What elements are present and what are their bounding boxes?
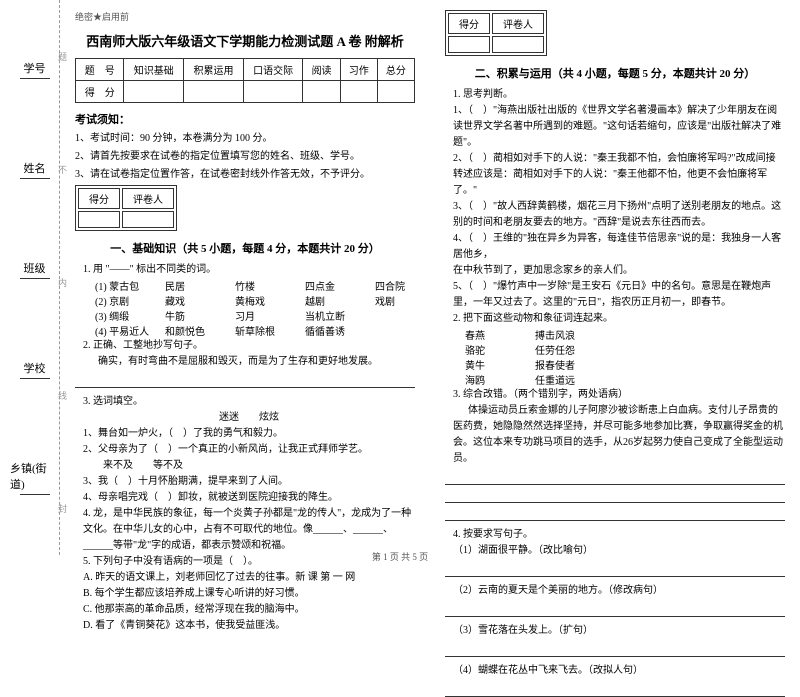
- q5-option: A. 昨天的语文课上，刘老师回忆了过去的往事。新 课 第 一 网: [83, 570, 415, 586]
- answer-blank[interactable]: [75, 376, 415, 388]
- s2q1-item: 1、（ ）"海燕出版社出版的《世界文学名著漫画本》解决了少年朋友在阅读世界文学名…: [453, 103, 785, 151]
- q3-item: 4、母亲唱完戏（ ）卸妆，就被送到医院迎接我的降生。: [83, 490, 415, 506]
- s2q1-stem: 1. 思考判断。: [453, 87, 785, 103]
- table-header: 口语交际: [243, 59, 303, 81]
- notice-title: 考试须知：: [75, 111, 415, 127]
- answer-blank[interactable]: [445, 565, 785, 577]
- s2q1-item: 4、（ ）王维的"独在异乡为异客，每逢佳节倍思亲"说的是：我独身一人客居他乡，: [453, 231, 785, 263]
- seal-line-marks: 题 不 内 线 封: [58, 0, 67, 565]
- s2q4-item: （2）云南的夏天是个美丽的地方。（修改病句）: [453, 583, 785, 599]
- score-blank[interactable]: [78, 211, 120, 228]
- right-column: 得分 评卷人 二、积累与运用（共 4 小题，每题 5 分，本题共计 20 分） …: [430, 0, 800, 555]
- score-cell[interactable]: [377, 81, 414, 103]
- q2-stem: 2. 正确、工整地抄写句子。: [83, 338, 415, 354]
- answer-blank[interactable]: [445, 509, 785, 521]
- reviewer-blank[interactable]: [492, 36, 544, 53]
- table-header: 知识基础: [124, 59, 184, 81]
- s2q4-stem: 4. 按要求写句子。: [453, 527, 785, 543]
- score-cell[interactable]: [303, 81, 340, 103]
- answer-blank[interactable]: [445, 605, 785, 617]
- section2-title: 二、积累与运用（共 4 小题，每题 5 分，本题共计 20 分）: [445, 65, 785, 81]
- page-footer: 第 1 页 共 5 页: [0, 550, 800, 563]
- answer-blank[interactable]: [445, 685, 785, 697]
- answer-blank[interactable]: [445, 645, 785, 657]
- score-summary-table: 题 号 知识基础 积累运用 口语交际 阅读 习作 总分 得 分: [75, 58, 415, 103]
- s2q4-item: （4）蝴蝶在花丛中飞来飞去。（改拟人句）: [453, 663, 785, 679]
- score-cell[interactable]: [124, 81, 184, 103]
- binding-margin: 学号 姓名 班级 学校 乡镇(街道): [10, 0, 60, 555]
- section-scorebox: 得分 评卷人: [445, 10, 547, 56]
- q2-text: 确实，有时弯曲不是屈服和毁灭，而是为了生存和更好地发展。: [83, 354, 415, 370]
- margin-field-town: 乡镇(街道): [10, 460, 59, 495]
- q5-option: D. 看了《青铜葵花》这本书，使我受益匪浅。: [83, 618, 415, 634]
- notice-item: 3、请在试卷指定位置作答，在试卷密封线外作答无效，不予评分。: [75, 167, 415, 183]
- q4-text: 4. 龙，是中华民族的象征，每一个炎黄子孙都是"龙的传人"，龙成为了一种文化。在…: [83, 506, 415, 554]
- margin-field-school: 学校: [20, 360, 50, 379]
- table-header: 题 号: [76, 59, 124, 81]
- exam-title: 西南师大版六年级语文下学期能力检测试题 A 卷 附解析: [75, 31, 415, 50]
- match-row: 黄牛报春使者: [465, 357, 785, 372]
- s2q1-item: 5、（ ）"爆竹声中一岁除"是王安石《元日》中的名句。意思是在鞭炮声里，一年又过…: [453, 279, 785, 311]
- match-row: 骆驼任劳任怨: [465, 342, 785, 357]
- answer-blank[interactable]: [445, 491, 785, 503]
- q3-item: 1、舞台如一炉火，（ ）了我的勇气和毅力。: [83, 426, 415, 442]
- q1-row: (3) 绸缎牛筋习月当机立断: [95, 308, 415, 323]
- s2q3-text: 体操运动员丘索金娜的儿子阿廖沙被诊断患上白血病。支付儿子昂贵的医药费，她隐隐然然…: [453, 403, 785, 467]
- q5-option: B. 每个学生都应该培养成上课专心听讲的好习惯。: [83, 586, 415, 602]
- margin-field-id: 学号: [20, 60, 50, 79]
- q3-words: 迷迷 炫炫: [83, 410, 415, 426]
- left-column: 绝密★启用前 西南师大版六年级语文下学期能力检测试题 A 卷 附解析 题 号 知…: [60, 0, 430, 555]
- q1-stem: 1. 用 "——" 标出不同类的词。: [83, 262, 415, 278]
- s2q1-item: 2、（ ）蔺相如对手下的人说："秦王我都不怕，会怕廉将军吗?"改成间接转述应该是…: [453, 151, 785, 199]
- reviewer-blank[interactable]: [122, 211, 174, 228]
- s2q3-stem: 3. 综合改错。（两个错别字，两处语病）: [453, 387, 785, 403]
- table-header: 积累运用: [184, 59, 244, 81]
- margin-field-class: 班级: [20, 260, 50, 279]
- s2q4-item: （3）雪花落在头发上。（扩句）: [453, 623, 785, 639]
- notice-item: 2、请首先按要求在试卷的指定位置填写您的姓名、班级、学号。: [75, 149, 415, 165]
- q1-row: (1) 蒙古包民居竹楼四点金四合院: [95, 278, 415, 293]
- q3-item: 3、我（ ）十月怀胎期满，提早来到了人间。: [83, 474, 415, 490]
- q3-stem: 3. 选词填空。: [83, 394, 415, 410]
- q1-row: (4) 平易近人和颜悦色斩草除根循循善诱: [95, 323, 415, 338]
- score-cell[interactable]: [184, 81, 244, 103]
- table-header: 阅读: [303, 59, 340, 81]
- classification-label: 绝密★启用前: [75, 10, 415, 23]
- s2q1-item: 3、（ ）"故人西辞黄鹤楼，烟花三月下扬州"点明了送别老朋友的地点。这别的时间和…: [453, 199, 785, 231]
- score-cell[interactable]: [243, 81, 303, 103]
- section-scorebox: 得分 评卷人: [75, 185, 177, 231]
- table-header: 总分: [377, 59, 414, 81]
- notice-item: 1、考试时间：90 分钟，本卷满分为 100 分。: [75, 131, 415, 147]
- q1-row: (2) 京剧藏戏黄梅戏越剧戏剧: [95, 293, 415, 308]
- q3-item: 2、父母亲为了（ ）一个真正的小新风尚，让我正式拜师学艺。: [83, 442, 415, 458]
- match-row: 海鸥任重道远: [465, 372, 785, 387]
- score-cell[interactable]: [340, 81, 377, 103]
- score-row-label: 得 分: [76, 81, 124, 103]
- q5-option: C. 他那崇高的革命品质，经常浮现在我的脑海中。: [83, 602, 415, 618]
- s2q2-stem: 2. 把下面这些动物和象征词连起来。: [453, 311, 785, 327]
- score-blank[interactable]: [448, 36, 490, 53]
- answer-blank[interactable]: [445, 473, 785, 485]
- s2q1-item: 在中秋节到了，更加思念家乡的亲人们。: [453, 263, 785, 279]
- q3-item: 来不及 等不及: [83, 458, 415, 474]
- table-header: 习作: [340, 59, 377, 81]
- margin-field-name: 姓名: [20, 160, 50, 179]
- section1-title: 一、基础知识（共 5 小题，每题 4 分，本题共计 20 分）: [75, 240, 415, 256]
- match-row: 春燕搏击风浪: [465, 327, 785, 342]
